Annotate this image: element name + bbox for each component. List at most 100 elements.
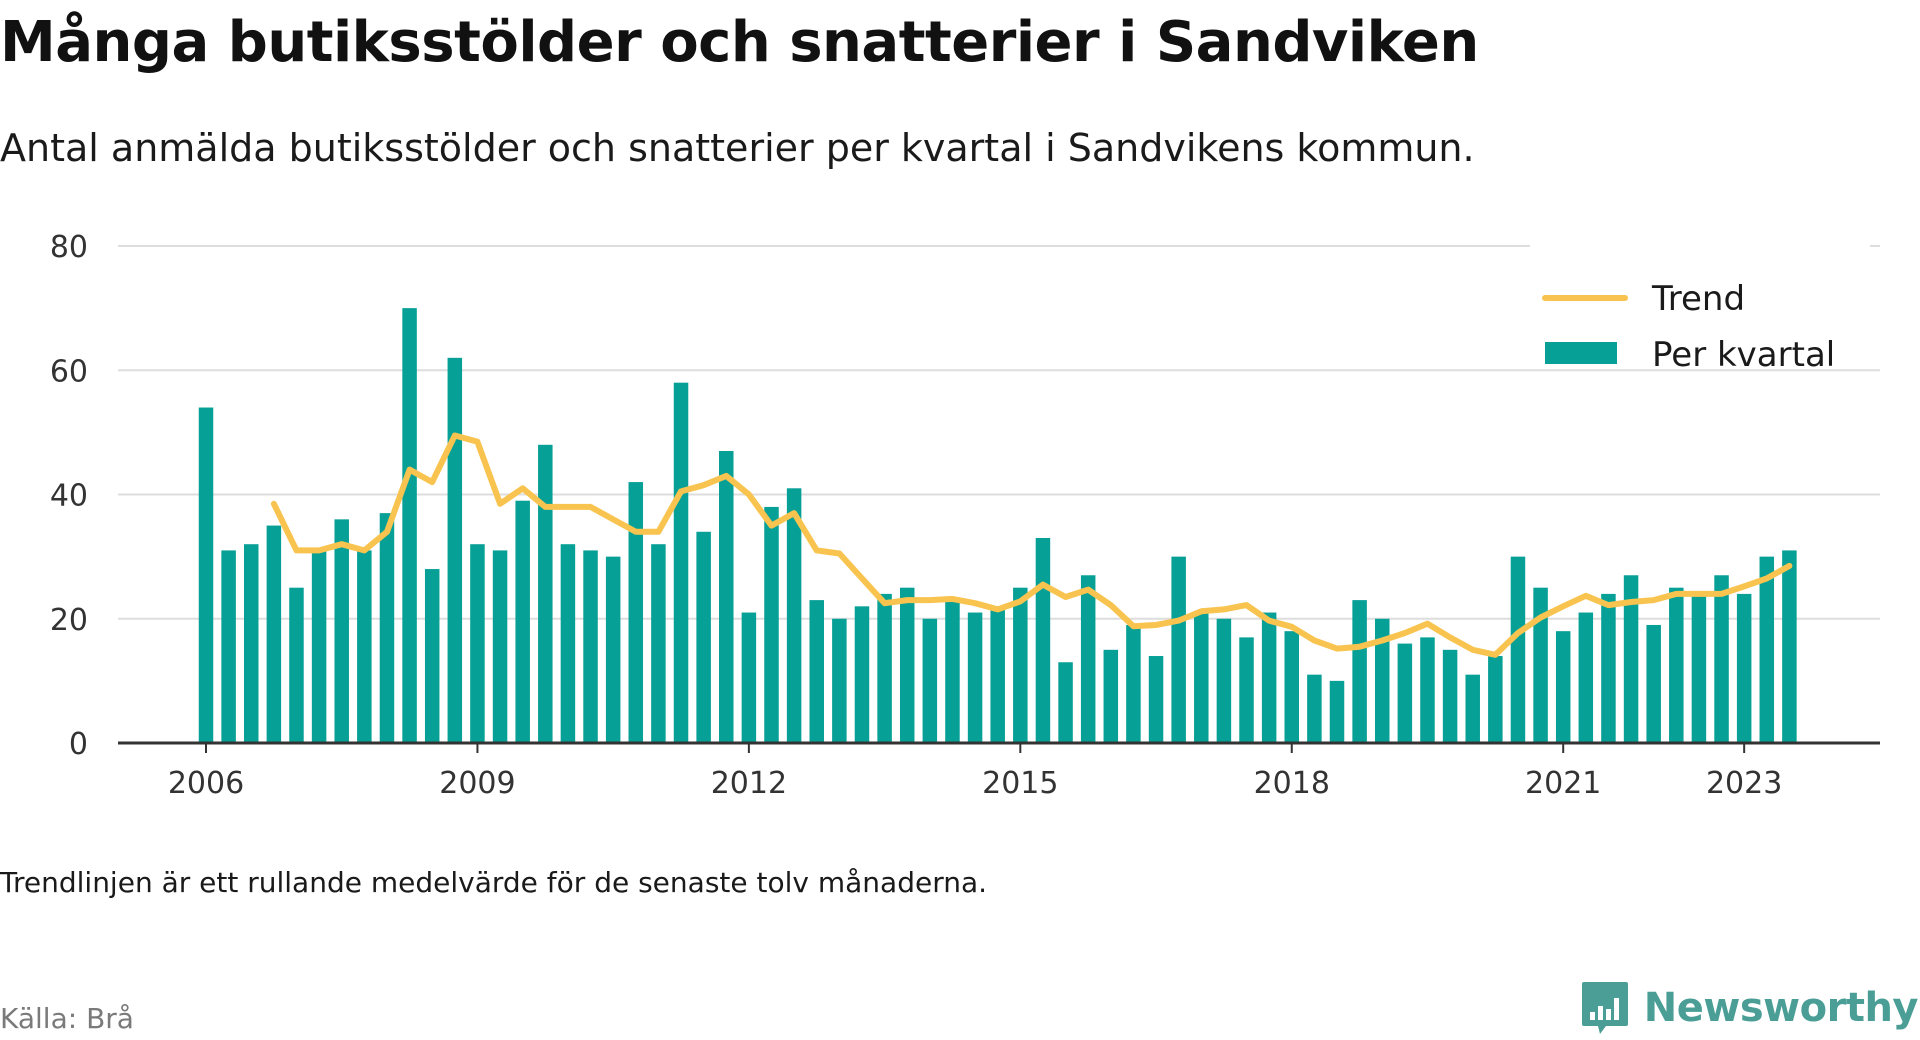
bar bbox=[1397, 643, 1413, 743]
x-tick-label: 2018 bbox=[1254, 766, 1330, 800]
bar bbox=[1080, 575, 1096, 743]
y-tick-label: 0 bbox=[69, 727, 88, 762]
footnote: Trendlinjen är ett rullande medelvärde f… bbox=[0, 866, 988, 899]
bar bbox=[1714, 575, 1729, 743]
bar bbox=[1623, 575, 1639, 743]
bar bbox=[1782, 550, 1797, 743]
bar bbox=[741, 612, 757, 743]
bar bbox=[1148, 656, 1164, 743]
bar bbox=[1669, 587, 1684, 743]
bar bbox=[1533, 587, 1548, 743]
bar bbox=[289, 587, 304, 743]
bar bbox=[764, 506, 779, 743]
bar bbox=[266, 525, 282, 743]
legend-background bbox=[1530, 230, 1870, 352]
bar bbox=[1488, 656, 1503, 743]
bar bbox=[402, 308, 417, 743]
bar bbox=[628, 482, 644, 743]
bar bbox=[1555, 631, 1571, 743]
bar bbox=[221, 550, 236, 743]
bar bbox=[1216, 618, 1232, 743]
legend-bar-swatch bbox=[1545, 342, 1617, 364]
bar bbox=[538, 444, 553, 743]
x-tick-label: 2023 bbox=[1706, 766, 1782, 800]
legend-trend-label: Trend bbox=[1651, 279, 1745, 319]
legend-bar-label: Per kvartal bbox=[1652, 335, 1835, 375]
bar bbox=[1239, 637, 1254, 743]
brand-name: Newsworthy bbox=[1643, 985, 1919, 1031]
bar bbox=[357, 550, 372, 743]
bar bbox=[1736, 593, 1752, 743]
bar bbox=[1126, 624, 1141, 743]
bar bbox=[877, 593, 892, 743]
bar bbox=[1284, 631, 1300, 743]
bar bbox=[1442, 649, 1458, 743]
y-tick-label: 60 bbox=[50, 354, 88, 389]
bar bbox=[1646, 624, 1661, 743]
bar bbox=[1013, 587, 1028, 743]
trend-line bbox=[270, 432, 1793, 658]
line-series-trend bbox=[270, 432, 1793, 658]
y-tick-label: 80 bbox=[50, 230, 88, 265]
bar bbox=[1601, 593, 1616, 743]
bar bbox=[447, 357, 463, 743]
bar bbox=[1058, 662, 1073, 743]
bar bbox=[809, 600, 824, 743]
bar bbox=[899, 587, 915, 743]
bar bbox=[1691, 593, 1707, 743]
bar bbox=[198, 407, 214, 743]
bar-line-chart: 0 20 40 60 80 2006 2009 2012 2015 2018 2021 2023 Tr… bbox=[50, 230, 1880, 800]
bar bbox=[1510, 556, 1526, 743]
x-tick-label: 2009 bbox=[439, 766, 515, 800]
bar bbox=[583, 550, 598, 743]
bar bbox=[492, 550, 508, 743]
bar bbox=[854, 606, 870, 743]
bar bbox=[673, 382, 689, 743]
bar bbox=[1329, 680, 1345, 743]
bar bbox=[832, 618, 847, 743]
bar bbox=[1103, 649, 1119, 743]
bar bbox=[1035, 537, 1051, 743]
bar bbox=[945, 600, 960, 743]
source-label: Källa: Brå bbox=[0, 1002, 134, 1035]
legend: Trend Per kvartal bbox=[1530, 230, 1870, 375]
x-tick-label: 2021 bbox=[1525, 766, 1601, 800]
bar bbox=[243, 544, 259, 743]
bar bbox=[1194, 612, 1209, 743]
bar bbox=[1307, 674, 1322, 743]
bar bbox=[424, 569, 440, 743]
bar bbox=[1578, 612, 1594, 743]
bar bbox=[560, 544, 576, 743]
bar bbox=[1352, 600, 1367, 743]
bar bbox=[1465, 674, 1480, 743]
chart-subtitle: Antal anmälda butiksstölder och snatteri… bbox=[0, 126, 1475, 170]
bar bbox=[1759, 556, 1775, 743]
bar bbox=[515, 500, 530, 743]
bar bbox=[786, 488, 802, 743]
x-tick-label: 2012 bbox=[711, 766, 787, 800]
bar bbox=[922, 618, 938, 743]
bar bbox=[470, 544, 485, 743]
brand-logo: Newsworthy bbox=[1580, 980, 1919, 1036]
bar bbox=[1420, 637, 1435, 743]
chart-title: Många butiksstölder och snatterier i San… bbox=[0, 10, 1479, 75]
x-tick-label: 2015 bbox=[982, 766, 1058, 800]
bar bbox=[696, 531, 711, 743]
bar bbox=[605, 556, 621, 743]
bar bbox=[311, 550, 327, 743]
bar bbox=[1261, 612, 1277, 743]
bar bbox=[334, 519, 349, 743]
bar bbox=[1171, 556, 1186, 743]
bar bbox=[967, 612, 983, 743]
axes: 0 20 40 60 80 2006 2009 2012 2015 2018 2021 2023 bbox=[50, 230, 1880, 800]
bar-chart-logo-icon bbox=[1581, 982, 1628, 1034]
bar bbox=[990, 606, 1005, 743]
bar bbox=[1374, 618, 1390, 743]
bar bbox=[719, 451, 734, 743]
y-tick-label: 40 bbox=[50, 479, 88, 514]
bar-series-per-kvartal bbox=[198, 308, 1797, 743]
bar bbox=[379, 513, 395, 743]
bar bbox=[651, 544, 666, 743]
y-tick-label: 20 bbox=[50, 603, 88, 638]
x-tick-label: 2006 bbox=[168, 766, 244, 800]
